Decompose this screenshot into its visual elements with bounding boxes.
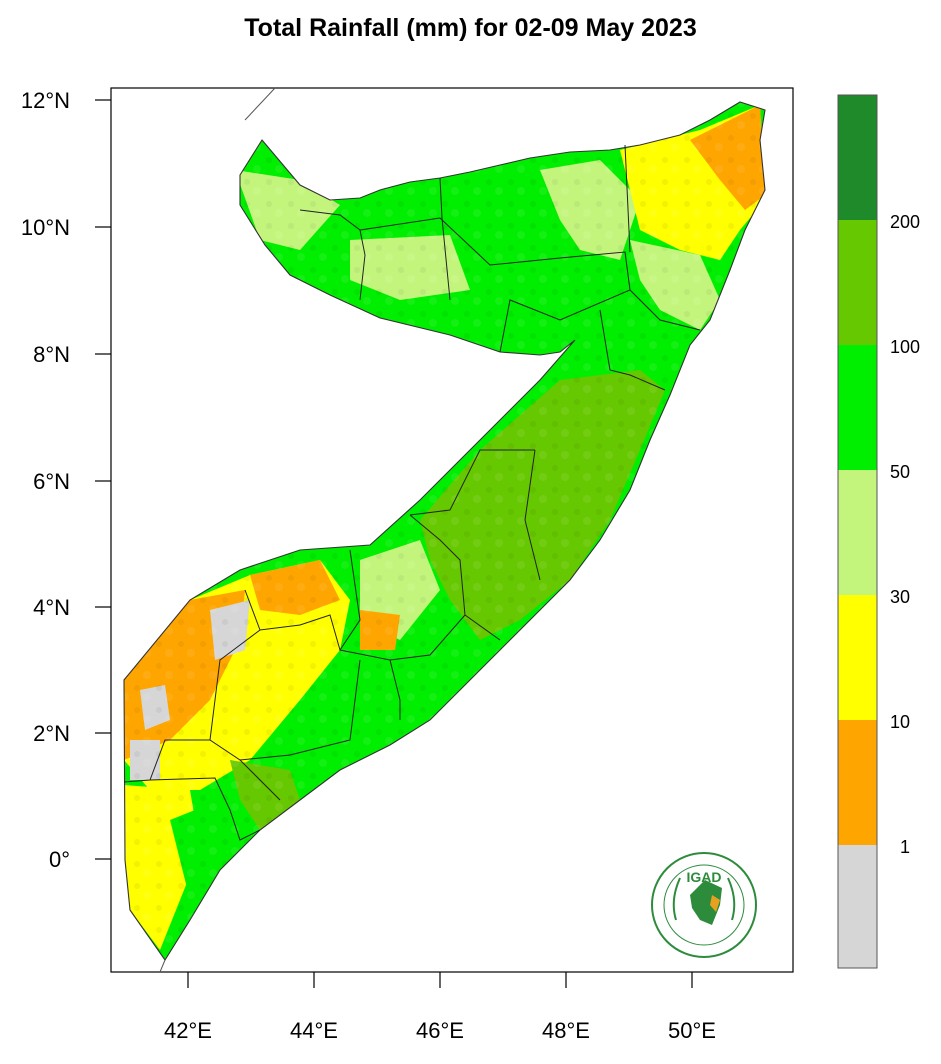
lat-label-2n: 2°N — [33, 721, 70, 746]
legend-label-30: 30 — [890, 587, 910, 607]
legend-swatch-200plus — [838, 95, 877, 220]
laurel-left-icon — [672, 877, 681, 921]
legend-label-10: 10 — [890, 712, 910, 732]
lon-label-48e: 48°E — [542, 1018, 590, 1043]
legend-swatch-below-1 — [838, 845, 877, 968]
country-outline — [123, 101, 766, 961]
legend-swatch-100-200 — [838, 220, 877, 345]
lon-label-50e: 50°E — [668, 1018, 716, 1043]
legend-swatch-10-30 — [838, 595, 877, 720]
lon-label-42e: 42°E — [164, 1018, 212, 1043]
lon-label-46e: 46°E — [416, 1018, 464, 1043]
legend-swatch-1-10 — [838, 720, 877, 845]
lat-label-6n: 6°N — [33, 469, 70, 494]
color-legend: 200 100 50 30 10 1 — [837, 94, 920, 969]
djibouti-border — [244, 87, 276, 121]
lat-label-4n: 4°N — [33, 595, 70, 620]
lat-label-0: 0° — [49, 847, 70, 872]
lat-label-8n: 8°N — [33, 342, 70, 367]
region-boundaries — [123, 144, 701, 841]
axis-ticks — [95, 99, 693, 988]
legend-label-200: 200 — [890, 212, 920, 232]
africa-icon — [690, 880, 722, 925]
legend-swatch-50-100 — [838, 345, 877, 470]
legend-swatch-30-50 — [838, 470, 877, 595]
lat-label-10n: 10°N — [21, 215, 70, 240]
igad-logo: IGAD — [651, 852, 757, 958]
kenya-border — [159, 959, 166, 973]
legend-label-50: 50 — [890, 462, 910, 482]
legend-label-1: 1 — [900, 837, 910, 857]
lon-label-44e: 44°E — [290, 1018, 338, 1043]
laurel-right-icon — [727, 877, 736, 921]
lat-label-12n: 12°N — [21, 88, 70, 113]
legend-label-100: 100 — [890, 337, 920, 357]
map-title: Total Rainfall (mm) for 02-09 May 2023 — [244, 14, 697, 42]
logo-text: IGAD — [687, 869, 722, 885]
